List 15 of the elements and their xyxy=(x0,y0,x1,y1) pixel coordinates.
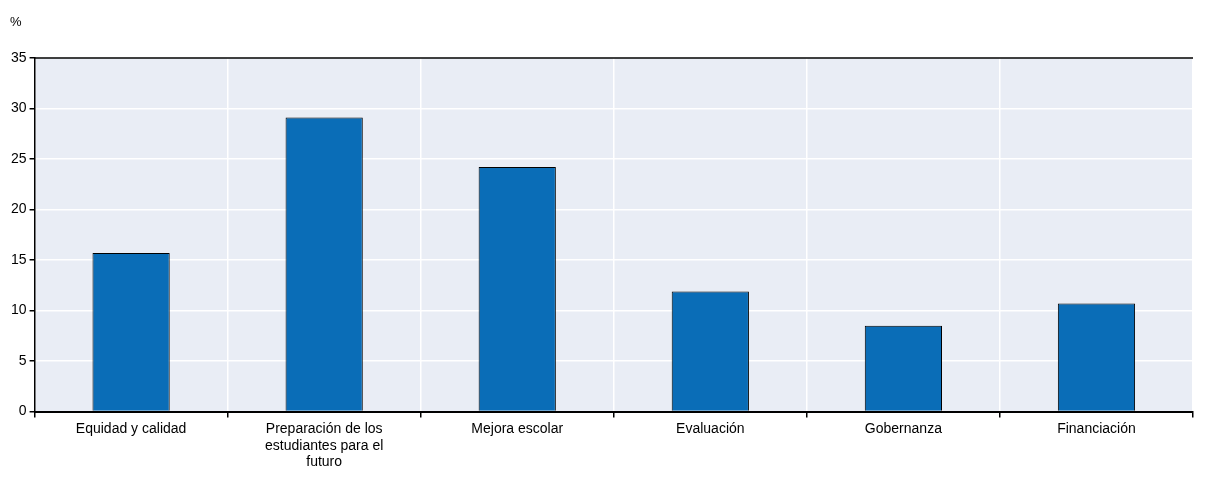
y-tick-label: 35 xyxy=(10,48,27,65)
x-tick-label: Equidad y calidad xyxy=(75,419,187,436)
y-tick-label: 20 xyxy=(10,200,27,217)
x-tick-label: Evaluación xyxy=(676,419,745,436)
x-tick-label: Mejora escolar xyxy=(471,419,564,436)
x-tick-label: Preparación de los estudiantes para el futuro xyxy=(265,419,384,470)
y-tick-label: 15 xyxy=(10,250,27,267)
y-axis-title: % xyxy=(10,14,22,30)
x-tick-label: Financiación xyxy=(1057,419,1136,436)
y-tick-label: 0 xyxy=(18,402,27,419)
y-tick-label: 25 xyxy=(10,149,27,166)
y-tick-label: 10 xyxy=(10,301,27,318)
x-tick-label: Gobernanza xyxy=(864,419,943,436)
y-tick-label: 30 xyxy=(10,99,27,116)
y-tick-label: 5 xyxy=(18,351,27,368)
